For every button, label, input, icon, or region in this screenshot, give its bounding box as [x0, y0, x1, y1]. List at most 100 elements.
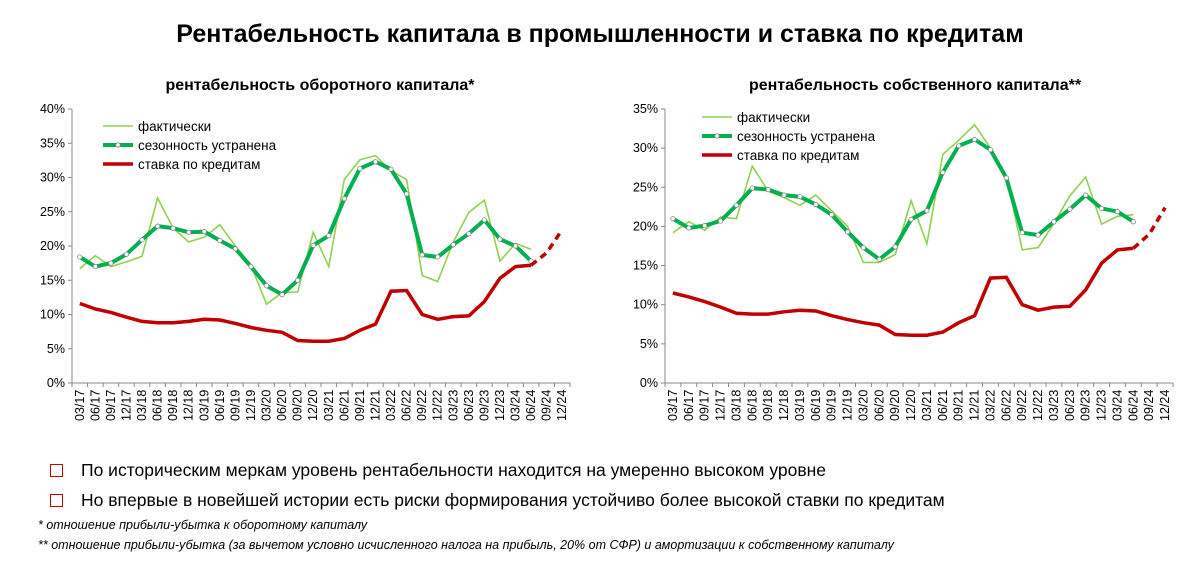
series-seasonally-adjusted-point: [201, 229, 207, 235]
series-seasonally-adjusted-point: [924, 208, 930, 214]
x-tick-label: 12/17: [714, 390, 728, 421]
series-seasonally-adjusted-point: [892, 244, 898, 250]
x-tick-label: 12/23: [493, 390, 507, 421]
x-tick-label: 09/18: [761, 390, 775, 421]
x-tick-label: 09/17: [698, 390, 712, 421]
x-tick-label: 03/17: [666, 390, 680, 421]
y-tick-label: 25%: [40, 205, 65, 219]
x-tick-label: 03/19: [793, 390, 807, 421]
series-seasonally-adjusted-point: [908, 216, 914, 222]
series-seasonally-adjusted-point: [279, 292, 285, 298]
series-seasonally-adjusted-point: [77, 254, 83, 260]
x-tick-label: 03/18: [135, 390, 149, 421]
series-seasonally-adjusted-point: [139, 237, 145, 243]
bullet-item: Но впервые в новейшей истории есть риски…: [50, 485, 945, 515]
y-tick-label: 30%: [633, 141, 658, 155]
x-tick-label: 06/19: [213, 390, 227, 421]
x-tick-label: 06/20: [275, 390, 289, 421]
y-tick-label: 0%: [640, 376, 658, 390]
legend-item-actual-label: фактически: [138, 119, 211, 134]
series-seasonally-adjusted-point: [1067, 206, 1073, 212]
x-tick-label: 12/24: [555, 390, 569, 421]
x-tick-label: 09/17: [104, 390, 118, 421]
x-tick-label: 03/22: [384, 390, 398, 421]
x-tick-label: 09/22: [415, 390, 429, 421]
x-tick-label: 03/23: [1047, 390, 1061, 421]
y-tick-label: 0%: [47, 376, 65, 390]
x-tick-label: 09/23: [477, 390, 491, 421]
y-tick-label: 10%: [633, 298, 658, 312]
series-seasonally-adjusted-point: [860, 244, 867, 251]
series-seasonally-adjusted-point: [497, 236, 503, 242]
series-seasonally-adjusted-point: [481, 217, 488, 223]
x-tick-label: 12/22: [431, 390, 445, 421]
x-tick-label: 12/19: [244, 390, 258, 421]
x-tick-label: 12/20: [306, 390, 320, 421]
series-seasonally-adjusted-point: [419, 252, 425, 258]
x-tick-label: 12/23: [1095, 390, 1109, 421]
page-title: Рентабельность капитала в промышленности…: [176, 20, 1024, 48]
chart-equity: рентабельность собственного капитала** 0%…: [633, 77, 1174, 421]
x-tick-label: 03/21: [322, 390, 336, 421]
series-seasonally-adjusted-point: [1051, 219, 1057, 225]
series-seasonally-adjusted-point: [749, 185, 755, 191]
x-tick-label: 06/22: [999, 390, 1013, 421]
series-seasonally-adjusted-point: [108, 260, 114, 266]
x-tick-label: 09/23: [1079, 390, 1093, 421]
x-tick-label: 12/20: [904, 390, 918, 421]
series-seasonally-adjusted-point: [1003, 175, 1009, 181]
series-seasonally-adjusted-point: [717, 218, 724, 224]
bullet-square-icon: [50, 493, 63, 507]
series-loan-rate-forecast-line: [530, 228, 564, 267]
x-tick-label: 12/19: [841, 390, 855, 421]
y-tick-label: 40%: [40, 102, 65, 116]
x-tick-label: 06/21: [936, 390, 950, 421]
x-tick-label: 06/17: [682, 390, 696, 421]
y-tick-label: 25%: [633, 180, 658, 194]
bullet-text: По историческим меркам уровень рентабель…: [81, 459, 827, 480]
series-seasonally-adjusted-point: [388, 166, 394, 172]
x-tick-label: 03/21: [920, 390, 934, 421]
series-seasonally-adjusted-line: [671, 137, 1135, 262]
series-seasonally-adjusted-point: [372, 159, 379, 165]
x-tick-label: 06/22: [400, 390, 414, 421]
series-seasonally-adjusted-point: [987, 147, 994, 153]
bullet-item: По историческим меркам уровень рентабель…: [50, 455, 945, 485]
series-seasonally-adjusted-point: [450, 242, 456, 248]
series-loan-rate-line: [79, 263, 532, 343]
x-tick-label: 09/19: [825, 390, 839, 421]
series-seasonally-adjusted-point: [512, 243, 519, 249]
legend-item-seasonally-adjusted-marker: [115, 142, 121, 148]
series-seasonally-adjusted-point: [876, 256, 882, 262]
series-actual-line: [79, 154, 532, 306]
x-tick-label: 12/18: [182, 390, 196, 421]
legend-item-seasonally-adjusted-marker: [714, 133, 720, 139]
series-seasonally-adjusted-point: [940, 169, 946, 176]
x-tick-label: 12/18: [777, 390, 791, 421]
y-tick-label: 10%: [40, 308, 65, 322]
x-tick-label: 12/24: [1158, 390, 1172, 421]
y-tick-label: 20%: [40, 239, 65, 253]
series-seasonally-adjusted-point: [310, 242, 316, 248]
x-tick-label: 09/18: [166, 390, 180, 421]
series-seasonally-adjusted-point: [357, 165, 363, 172]
x-tick-label: 03/24: [509, 390, 523, 421]
y-tick-label: 15%: [633, 259, 658, 273]
y-tick-label: 20%: [633, 219, 658, 233]
x-tick-label: 09/21: [353, 390, 367, 421]
chart-working-capital: рентабельность оборотного капитала* 0% 5% 1…: [40, 77, 571, 421]
x-tick-label: 09/22: [1015, 390, 1029, 421]
series-seasonally-adjusted-point: [797, 194, 803, 200]
y-tick-label: 15%: [40, 273, 65, 287]
series-seasonally-adjusted-point: [92, 263, 98, 270]
series-seasonally-adjusted-point: [217, 237, 223, 244]
x-tick-label: 03/22: [983, 390, 997, 421]
series-loan-rate-forecast-line: [1132, 206, 1167, 250]
series-seasonally-adjusted-point: [1114, 208, 1121, 215]
chart-title: рентабельность оборотного капитала*: [165, 77, 475, 94]
series-seasonally-adjusted-point: [781, 192, 787, 198]
x-tick-label: 06/21: [337, 390, 351, 421]
series-seasonally-adjusted-point: [326, 233, 332, 239]
series-seasonally-adjusted-point: [971, 136, 978, 143]
series-seasonally-adjusted-point: [263, 283, 270, 289]
